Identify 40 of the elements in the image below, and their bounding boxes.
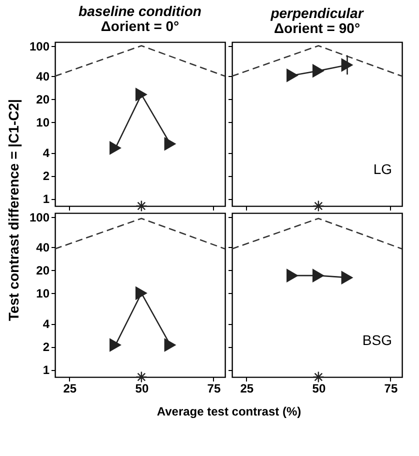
point: [110, 338, 122, 352]
point: [164, 136, 176, 151]
y-tick-label: 40: [36, 240, 50, 255]
y-tick-label: 40: [36, 70, 50, 84]
x-tick-label: 75: [384, 382, 398, 396]
x-axis-title: Average test contrast (%): [156, 404, 302, 418]
point: [286, 68, 298, 82]
y-axis-title: Test contrast difference = |C1-C2|: [5, 99, 22, 321]
point: [312, 64, 324, 78]
chart-title: baseline condition: [78, 2, 202, 19]
y-tick-label: 20: [36, 264, 50, 278]
y-tick-label: 2: [42, 169, 50, 184]
point: [164, 338, 176, 352]
y-tick-label: 2: [42, 340, 50, 354]
y-tick-label: 10: [36, 286, 50, 301]
x-tick-label: 25: [240, 382, 254, 396]
point: [135, 88, 148, 102]
x-tick-label: 50: [312, 382, 326, 396]
point: [136, 371, 148, 383]
point: [110, 141, 122, 155]
x-tick-label: 50: [135, 382, 149, 396]
point: [341, 58, 354, 72]
chart-title: perpendicular: [270, 5, 365, 21]
y-tick-label: 20: [36, 92, 50, 107]
chart-subtitle: Δorient = 0°: [100, 18, 180, 34]
y-tick-label: 4: [42, 146, 50, 160]
y-tick-label: 100: [29, 210, 50, 224]
annotation: BSG: [362, 332, 392, 348]
x-tick-label: 25: [63, 382, 77, 396]
y-tick-label: 4: [42, 317, 50, 332]
point: [135, 286, 148, 300]
x-tick-label: 75: [207, 382, 221, 396]
y-tick-label: 1: [42, 363, 50, 378]
chart-subtitle: Δorient = 90°: [274, 20, 360, 36]
y-tick-label: 100: [29, 39, 50, 54]
annotation: LG: [373, 160, 392, 177]
point: [312, 200, 324, 212]
point: [136, 200, 148, 212]
y-tick-label: 10: [36, 116, 50, 130]
y-tick-label: 1: [42, 192, 50, 206]
